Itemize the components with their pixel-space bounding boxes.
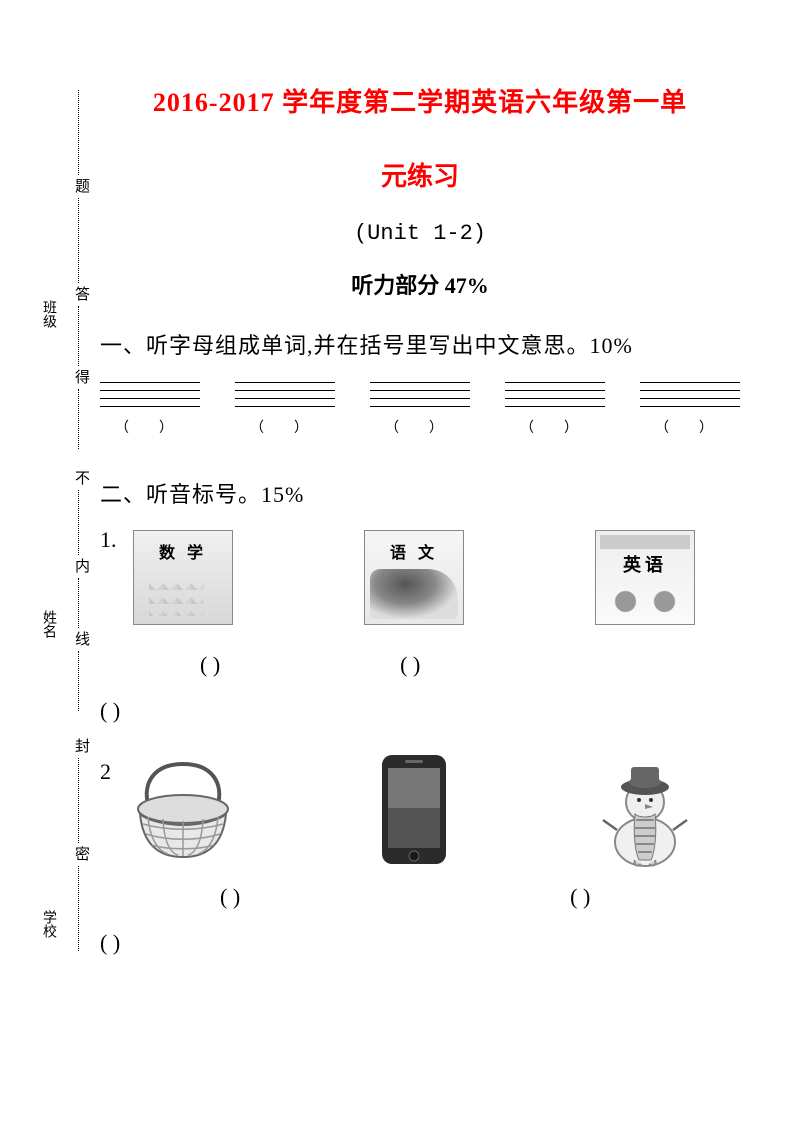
margin-char: 不	[71, 470, 92, 485]
unit-subtitle: (Unit 1-2)	[100, 221, 740, 246]
writing-blank[interactable]	[100, 375, 200, 407]
margin-char: 题	[71, 178, 92, 193]
section-1-heading: 一、听字母组成单词,并在括号里写出中文意思。10%	[100, 328, 740, 360]
section-2-heading: 二、听音标号。15%	[100, 477, 740, 509]
snowman-image	[590, 759, 700, 859]
question-number: 1.	[100, 527, 128, 553]
dotted-line	[78, 198, 80, 283]
dotted-line	[78, 578, 80, 628]
margin-char: 封	[71, 738, 92, 753]
dotted-line	[78, 758, 80, 843]
writing-blank[interactable]	[640, 375, 740, 407]
q1-answer-row: ( ) ( )	[100, 652, 740, 678]
writing-blank[interactable]	[370, 375, 470, 407]
margin-char: 内	[71, 558, 92, 573]
sidebar-label-class: 班级	[38, 300, 58, 328]
answer-paren[interactable]: ( )	[400, 652, 420, 678]
answer-paren[interactable]: （）	[505, 417, 605, 437]
dotted-line	[78, 306, 80, 366]
dotted-line	[78, 651, 80, 711]
worksheet-title-line1: 2016-2017 学年度第二学期英语六年级第一单	[100, 85, 740, 121]
writing-blanks-row	[100, 375, 740, 407]
answer-paren[interactable]: ( )	[200, 652, 220, 678]
writing-blank[interactable]	[505, 375, 605, 407]
answer-paren[interactable]: （）	[370, 417, 470, 437]
writing-blank[interactable]	[235, 375, 335, 407]
margin-char: 答	[71, 286, 92, 301]
worksheet-title-line2: 元练习	[100, 156, 740, 193]
basket-image	[128, 759, 238, 859]
question-1-row: 1. 数 学 语 文 英语	[100, 527, 740, 627]
q2-answer-row: ( ) ( )	[100, 884, 740, 910]
sidebar-label-name: 姓名	[38, 610, 58, 638]
answer-paren[interactable]: ( )	[220, 884, 240, 910]
answer-paren[interactable]: （）	[100, 417, 200, 437]
sidebar-label-school: 学校	[38, 910, 58, 938]
question-number: 2	[100, 759, 128, 785]
answer-paren[interactable]: ( )	[570, 884, 590, 910]
binding-margin: 班级 姓名 学校 题 答 得 不 内 线 封 密	[38, 80, 98, 1000]
dotted-line	[78, 866, 80, 951]
book-chinese-image: 语 文	[359, 527, 469, 627]
question-2-row: 2	[100, 759, 740, 859]
dotted-line	[78, 389, 80, 449]
answer-paren[interactable]: （）	[235, 417, 335, 437]
margin-char: 密	[71, 846, 92, 861]
answer-paren[interactable]: （）	[640, 417, 740, 437]
book-math-image: 数 学	[128, 527, 238, 627]
margin-char: 线	[71, 631, 92, 646]
phone-image	[359, 759, 469, 859]
listening-section-title: 听力部分 47%	[100, 268, 740, 300]
dotted-line	[78, 90, 80, 175]
margin-char: 得	[71, 369, 92, 384]
answer-paren[interactable]: ( )	[100, 930, 740, 956]
answer-paren[interactable]: ( )	[100, 698, 740, 724]
answer-parens-row: （） （） （） （） （）	[100, 417, 740, 437]
dotted-line	[78, 490, 80, 555]
book-english-image: 英语	[590, 527, 700, 627]
page-content: 2016-2017 学年度第二学期英语六年级第一单 元练习 (Unit 1-2)…	[100, 85, 740, 956]
